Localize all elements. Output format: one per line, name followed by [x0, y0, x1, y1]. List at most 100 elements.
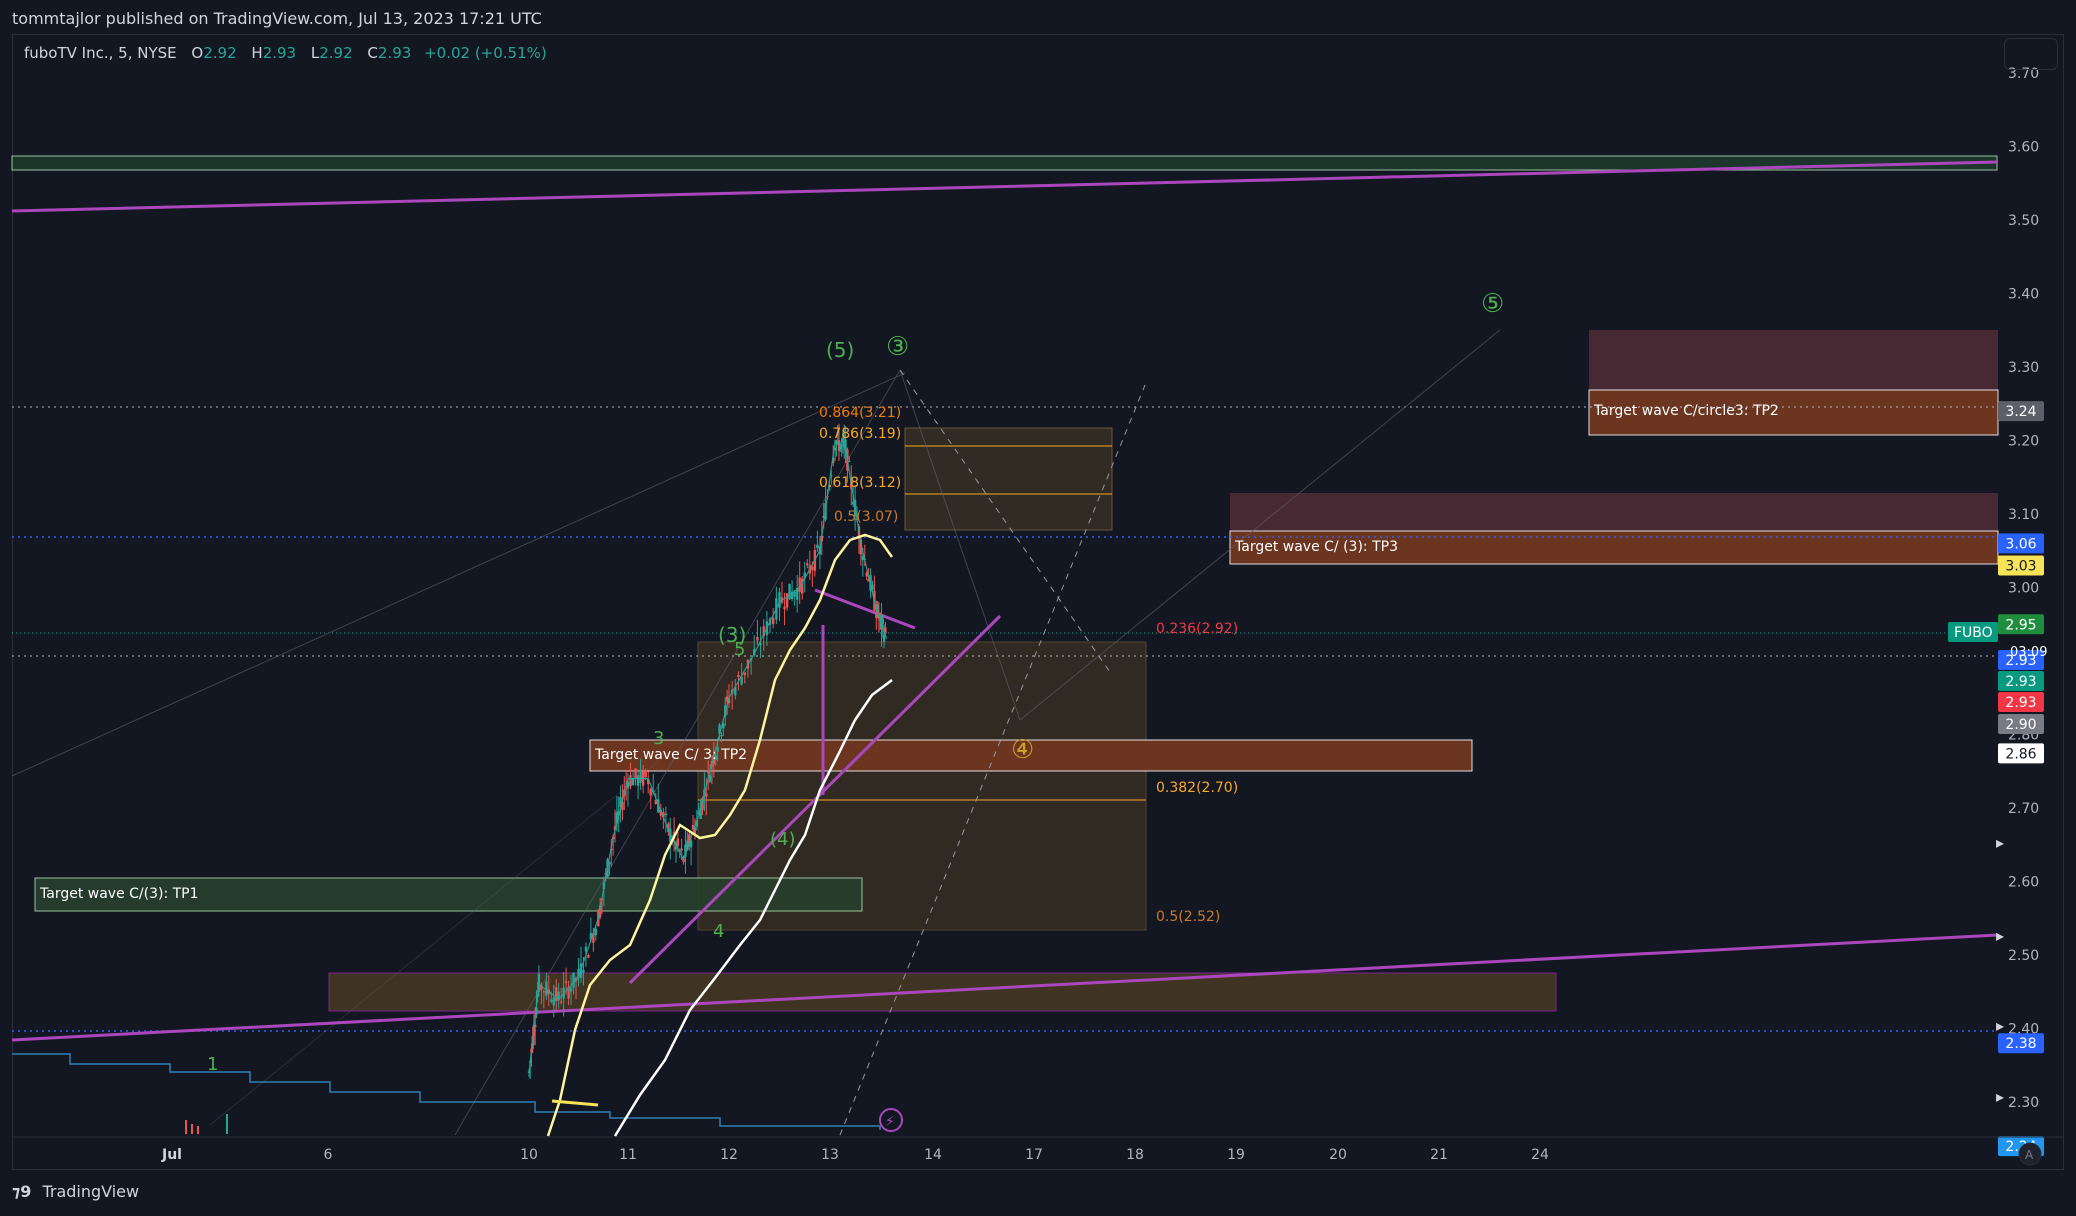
price-label-text: 2.93 [2005, 653, 2036, 669]
auto-scale-button[interactable] [2018, 1142, 2042, 1166]
price-label-text: 2.38 [2005, 1036, 2036, 1052]
candle-body [680, 848, 683, 851]
candle-body [619, 797, 622, 808]
target-zone-tp2-circle3[interactable] [1588, 389, 1999, 436]
price-label-text: 2.93 [2005, 695, 2036, 711]
trendline-wave4[interactable] [814, 588, 916, 630]
trendline-bottom[interactable] [11, 933, 1999, 1042]
legend-change: +0.02 (+0.51%) [424, 44, 547, 62]
candle-body [884, 627, 887, 634]
chart-corner-button[interactable] [2004, 38, 2058, 70]
fib-label-0864: 0.864(3.21) [819, 405, 901, 421]
target-zone-tp3-top[interactable] [1230, 493, 1998, 531]
x-tick-label: 6 [324, 1147, 333, 1163]
fib-label-0382: 0.382(2.70) [1156, 780, 1238, 796]
candle-body [801, 578, 804, 594]
candle-body [662, 812, 665, 818]
price-line [528, 439, 888, 1073]
candle-body [830, 475, 833, 477]
price-label-badge [1998, 714, 2044, 734]
price-label-badge [1998, 649, 2044, 670]
candle-body [848, 461, 851, 463]
y-tick-label: 2.70 [2008, 801, 2039, 817]
candle-body [762, 626, 765, 637]
wave-label-1: 1 [207, 1054, 218, 1075]
price-label-text: 2.90 [2005, 717, 2036, 733]
fib-zone-upper[interactable] [904, 427, 1113, 531]
candle-body [811, 566, 814, 571]
candle-body [882, 635, 886, 643]
candle-body [753, 649, 756, 656]
candle-body [567, 986, 570, 999]
candle-body [844, 439, 847, 451]
symbol-legend: fuboTV Inc., 5, NYSE O2.92 H2.93 L2.92 C… [24, 44, 547, 62]
target-zone-tp1[interactable] [34, 877, 863, 912]
candle-body [569, 987, 573, 992]
fib-label-05-upper: 0.5(3.07) [834, 509, 898, 525]
candle-body [552, 997, 555, 1006]
candle-body [795, 587, 799, 600]
candle-body [688, 834, 691, 847]
time-axis[interactable]: Jul 6 10 11 12 13 14 17 18 19 20 21 24 [161, 1147, 1549, 1163]
candle-body [701, 798, 704, 810]
candle-body [822, 515, 825, 518]
wave-labels: 1 3 4 5 (3) (4) (5) ③ ④ ⑤ [207, 289, 1504, 1075]
x-tick-label: 13 [821, 1147, 839, 1163]
candle-body [557, 991, 560, 1001]
axis-arrow-icon: ▸ [1996, 833, 2004, 852]
candle-body [659, 809, 663, 816]
ma-white [613, 679, 893, 1137]
candle-body [839, 444, 842, 450]
publisher-text: tommtajlor published on TradingView.com,… [12, 9, 542, 28]
auto-scale-label[interactable]: A [2025, 1148, 2034, 1162]
legend-high: 2.93 [262, 44, 297, 62]
candle-body [533, 1024, 537, 1028]
candle-body [695, 820, 699, 827]
trendline-rising[interactable] [628, 614, 1002, 985]
candle-body [647, 778, 650, 785]
candle-body [621, 801, 624, 811]
target-label-tp2: Target wave C/ 3: TP2 [594, 747, 747, 763]
candle-body [879, 614, 882, 617]
y-tick-label: 3.70 [2008, 66, 2039, 82]
candle-body [572, 972, 575, 988]
price-label-text: 3.03 [2005, 558, 2036, 574]
price-label-text: 3.06 [2005, 536, 2036, 552]
x-tick-label: 18 [1126, 1147, 1144, 1163]
price-label-badge [1998, 1033, 2044, 1054]
wave-label-4: 4 [713, 921, 724, 942]
event-marker-icon[interactable] [879, 1108, 903, 1132]
wave-label-3: 3 [653, 728, 664, 749]
candle-body [778, 592, 781, 608]
tradingview-logo[interactable]: ⁊𝟵 TradingView [12, 1182, 139, 1201]
candle-body [706, 770, 710, 774]
candle-body [634, 768, 637, 779]
x-tick-label: 14 [924, 1147, 942, 1163]
legend-symbol: fuboTV Inc., 5, NYSE [24, 44, 177, 62]
x-tick-label: 24 [1531, 1147, 1549, 1163]
candle-body [793, 591, 796, 597]
target-zone-tp2-circle3-top[interactable] [1589, 330, 1998, 390]
x-tick-label: 20 [1329, 1147, 1347, 1163]
tradingview-brand-text: TradingView [42, 1182, 140, 1201]
trendline-top[interactable] [11, 160, 1999, 213]
target-zone-tp2[interactable] [589, 739, 1473, 772]
candle-body [550, 999, 553, 1002]
y-tick-label: 3.60 [2008, 140, 2039, 156]
price-label-text: 2.86 [2005, 746, 2036, 762]
candle-body [806, 563, 809, 566]
y-tick-label: 3.40 [2008, 287, 2039, 303]
candle-body [699, 808, 702, 820]
candle-body [859, 539, 863, 555]
axis-arrow-icon: ▸ [1996, 1087, 2004, 1106]
candle-body [639, 769, 642, 783]
candle-body [851, 501, 855, 505]
candle-body [790, 591, 794, 600]
price-label-badge [1998, 614, 2044, 635]
price-axis[interactable]: 2.302.402.502.602.702.802.903.003.103.20… [2008, 66, 2039, 1111]
candle-body [840, 441, 843, 443]
candle-body [555, 987, 558, 1002]
tradingview-logo-icon: ⁊𝟵 [12, 1182, 32, 1201]
fib-label-0618: 0.618(3.12) [819, 475, 901, 491]
